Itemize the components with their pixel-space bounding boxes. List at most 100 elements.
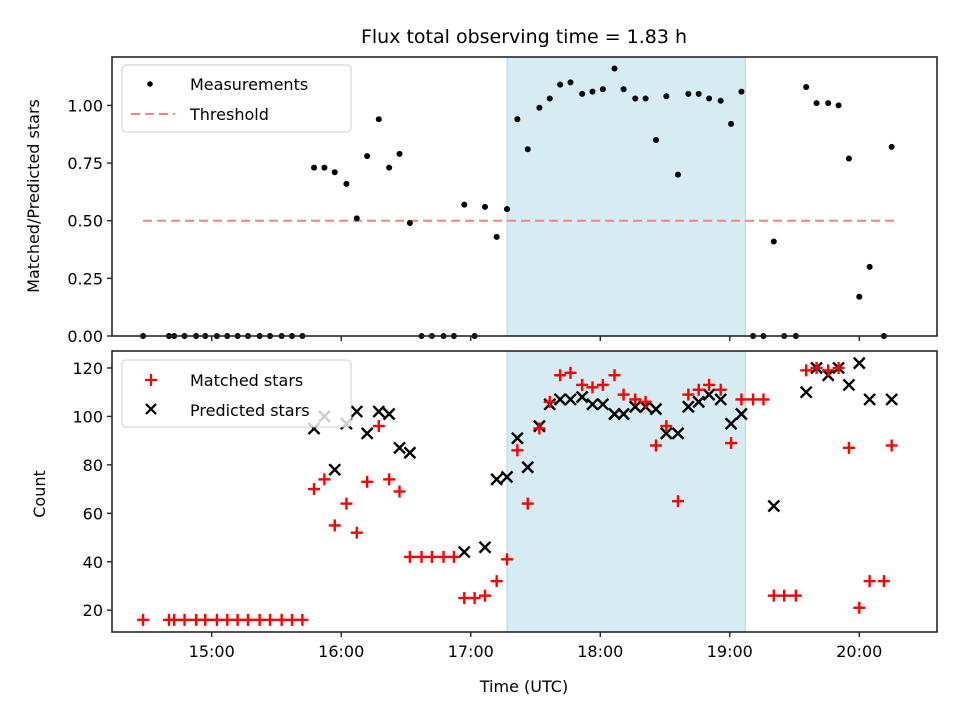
matched-star-point [543,395,556,408]
predicted-star-point [692,395,706,409]
matched-star-point [747,393,760,406]
matched-star-point [447,550,460,563]
matched-star-point [789,589,802,602]
measurement-point [813,100,820,107]
matched-star-point [521,497,534,510]
y-tick-label: 60 [83,504,103,523]
x-tick-label: 16:00 [318,642,364,661]
matched-star-point [767,589,780,602]
predicted-star-point [360,427,374,440]
measurement-point [364,153,371,160]
matched-star-point [178,613,191,626]
top-legend: Measurements Threshold [121,64,352,133]
predicted-star-point [852,356,866,370]
measurement-point [803,83,810,90]
chart-title: Flux total observing time = 1.83 h [361,26,687,48]
predicted-star-point [681,400,695,414]
measurement-point [663,93,670,100]
predicted-star-point [372,405,386,418]
x-tick-label: 19:00 [707,642,753,661]
matched-star-point [340,497,353,510]
matched-star-point [735,393,748,406]
measurement-point [514,116,521,123]
predicted-star-point [403,446,417,460]
y-tick-label: 0.75 [67,154,103,173]
bottom-axes-frame [111,350,938,633]
measurement-point [546,95,553,102]
y-tick-label: 120 [72,359,103,378]
matched-star-point [714,383,727,396]
matched-star-point [778,589,791,602]
predicted-star-point [393,441,406,455]
matched-star-point [393,485,406,498]
top-axes-frame [111,56,938,337]
measurement-point [835,102,842,109]
measurement-point [888,143,895,150]
measurement-point [845,155,852,162]
y-tick-label: 0.25 [67,269,103,288]
matched-star-point [832,361,845,374]
measurement-point [396,150,403,157]
measurement-point [770,238,777,245]
matched-star-point [660,420,673,433]
matched-star-point [511,444,524,457]
matched-star-point [318,473,331,486]
predicted-star-point [478,540,492,554]
matched-star-point [350,526,363,539]
matched-star-point [608,369,621,382]
matched-star-point [137,613,150,626]
measurement-point [386,164,393,171]
predicted-star-point [617,407,630,421]
predicted-star-point [767,499,781,513]
matched-star-point [649,439,662,452]
matched-star-point [308,483,321,496]
measurement-point [620,86,627,93]
predicted-star-point [575,390,589,404]
predicted-star-point [724,417,738,431]
predicted-star-point [586,397,599,411]
matched-star-point [490,575,503,588]
matched-star-point [501,553,514,566]
matched-star-point [800,364,813,377]
matched-star-point [415,550,428,563]
measurement-point [343,180,350,187]
measurement-point [674,171,681,178]
matched-star-point [692,383,705,396]
matched-star-point [586,381,599,394]
y-tick-label: 1.00 [67,96,103,115]
matched-star-point [757,393,770,406]
matched-star-point [221,613,234,626]
predicted-star-point [328,463,342,477]
legend-matched-marker [145,374,157,386]
matched-star-point [425,550,438,563]
matched-star-point [372,420,385,433]
matched-star-point [478,589,491,602]
measurement-point [557,81,564,88]
matched-star-point [671,495,684,508]
measurement-point [642,95,649,102]
matched-star-point [554,369,567,382]
predicted-star-point [863,393,877,406]
bottom-legend: Matched stars Predicted stars [121,359,352,428]
y-tick-label: 20 [83,601,103,620]
matched-star-point [822,364,835,377]
predicted-star-point [799,385,813,399]
predicted-star-point [521,460,535,474]
measurement-point [652,137,659,144]
legend-predicted-label: Predicted stars [190,401,310,420]
predicted-star-point [885,393,899,406]
measurement-point [611,65,618,72]
matched-star-point [877,575,890,588]
measurement-point [481,203,488,210]
bottom-panel: 20 40 60 80 100 120 15:00 16:00 17:00 18:00 19:00… [30,350,938,696]
measurement-point [599,86,606,93]
measurement-point [331,169,338,176]
x-tick-label: 18:00 [577,642,623,661]
matched-star-point [264,613,277,626]
predicted-star-point [702,388,716,401]
matched-star-point [275,613,288,626]
measurement-point [504,206,511,213]
matched-star-point [437,550,450,563]
matched-star-point [842,441,855,454]
measurement-point [311,164,318,171]
